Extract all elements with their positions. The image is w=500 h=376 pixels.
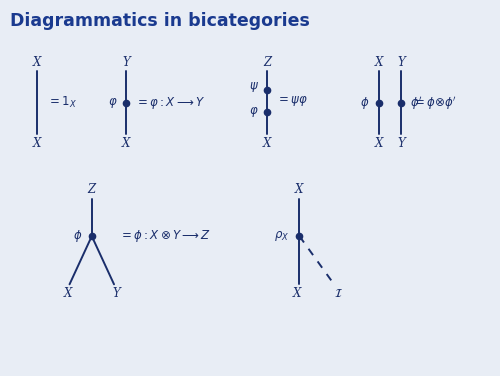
Text: X: X [374,56,382,68]
Text: Y: Y [397,137,404,150]
Text: Y: Y [112,287,120,300]
Text: $\rho_X$: $\rho_X$ [274,229,289,243]
Text: $= \phi{\otimes}\phi'$: $= \phi{\otimes}\phi'$ [412,94,457,112]
Text: X: X [64,287,72,300]
Text: Z: Z [88,183,96,196]
Text: $\phi$: $\phi$ [72,228,82,244]
Text: $\mathcal{I}$: $\mathcal{I}$ [334,287,342,300]
Text: $\psi$: $\psi$ [249,80,259,94]
Text: $\phi$: $\phi$ [360,95,370,111]
Text: X: X [263,137,272,150]
Text: X: X [374,137,382,150]
Text: $\phi'$: $\phi'$ [410,94,422,112]
Text: X: X [122,137,130,150]
Text: X: X [296,183,304,196]
Text: $\varphi$: $\varphi$ [250,105,259,119]
Text: $= \phi : X \otimes Y \longrightarrow Z$: $= \phi : X \otimes Y \longrightarrow Z$ [119,228,211,244]
Text: Diagrammatics in bicategories: Diagrammatics in bicategories [10,12,310,30]
Text: X: X [33,56,42,68]
Text: $= 1_X$: $= 1_X$ [48,95,77,110]
Text: Y: Y [122,56,130,68]
Text: $= \psi\varphi$: $= \psi\varphi$ [276,94,308,108]
Text: $= \varphi : X \longrightarrow Y$: $= \varphi : X \longrightarrow Y$ [136,95,206,111]
Text: X: X [33,137,42,150]
Text: Z: Z [263,56,272,68]
Text: X: X [293,287,301,300]
Text: Y: Y [397,56,404,68]
Text: $\varphi$: $\varphi$ [108,96,118,110]
